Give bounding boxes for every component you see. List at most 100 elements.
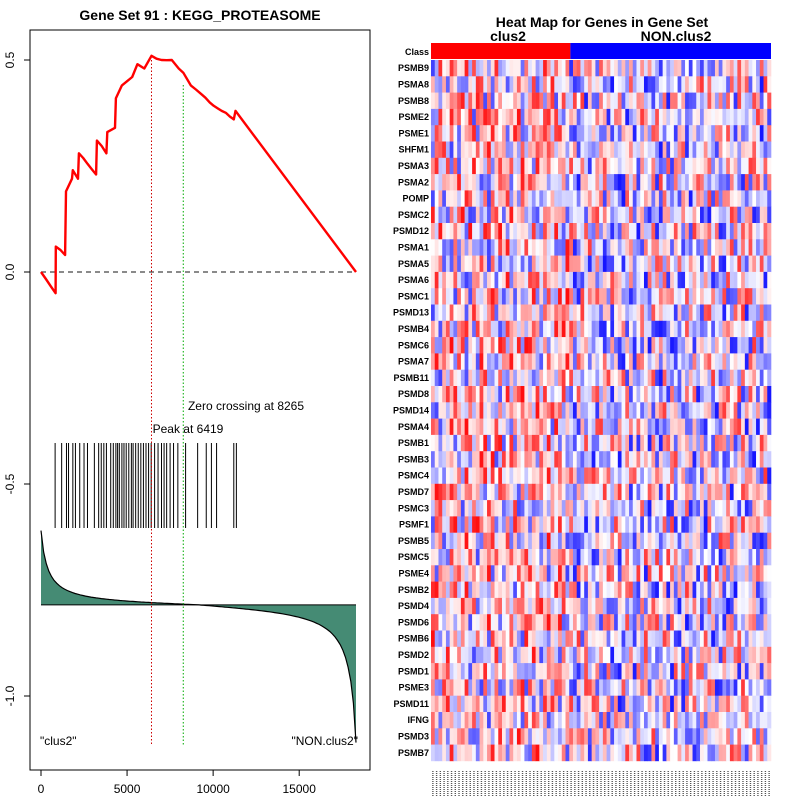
- heatmap-cell: [445, 728, 450, 745]
- heatmap-cell: [647, 271, 652, 289]
- heatmap-cell: [621, 60, 626, 77]
- heatmap-cell: [744, 695, 749, 713]
- heatmap-cell: [505, 565, 510, 582]
- heatmap-cell: [640, 532, 645, 550]
- heatmap-cell: [662, 369, 667, 387]
- heatmap-cell: [621, 76, 626, 93]
- heatmap-cell: [685, 402, 690, 419]
- heatmap-cell: [558, 663, 563, 680]
- heatmap-cell: [718, 500, 723, 517]
- heatmap-cell: [531, 744, 536, 762]
- heatmap-cell: [479, 92, 484, 110]
- heatmap-cell: [733, 646, 738, 664]
- heatmap-cell: [528, 581, 533, 599]
- heatmap-cell: [543, 141, 548, 159]
- heatmap-cell: [457, 353, 462, 370]
- heatmap-cell: [756, 679, 761, 696]
- heatmap-cell: [647, 418, 652, 436]
- heatmap-cell: [460, 500, 465, 517]
- heatmap-cell: [759, 353, 764, 370]
- heatmap-cell: [640, 663, 645, 680]
- heatmap-cell: [632, 239, 637, 256]
- heatmap-cell: [718, 369, 723, 387]
- heatmap-cell: [513, 695, 518, 713]
- heatmap-cell: [685, 516, 690, 533]
- heatmap-cell: [524, 663, 529, 680]
- heatmap-cell: [692, 108, 697, 126]
- gene-label: PSMD11: [393, 699, 429, 709]
- heatmap-cell: [748, 92, 753, 110]
- heatmap-cell: [677, 630, 682, 648]
- heatmap-cell: [550, 271, 555, 289]
- heatmap-cell: [445, 581, 450, 599]
- heatmap-cell: [756, 695, 761, 713]
- heatmap-cell: [640, 386, 645, 403]
- heatmap-cell: [501, 581, 507, 599]
- heatmap-cell: [509, 418, 514, 436]
- heatmap-cell: [658, 369, 663, 387]
- heatmap-cell: [464, 223, 469, 240]
- heatmap-cell: [599, 581, 604, 599]
- heatmap-cell: [569, 190, 574, 207]
- heatmap-cell: [643, 549, 649, 566]
- heatmap-cell: [558, 288, 563, 305]
- heatmap-cell: [752, 174, 757, 191]
- heatmap-cell: [673, 532, 678, 550]
- heatmap-cell: [647, 223, 652, 240]
- heatmap-cell: [472, 108, 477, 126]
- heatmap-cell: [587, 695, 592, 713]
- heatmap-cell: [606, 239, 611, 256]
- y-tick-label: 0.0: [3, 263, 17, 280]
- heatmap-cell: [658, 532, 663, 550]
- heatmap-cell: [580, 239, 585, 256]
- heatmap-cell: [621, 320, 626, 338]
- heatmap-cell: [658, 744, 663, 762]
- heatmap-cell: [483, 157, 488, 175]
- heatmap-cell: [505, 418, 510, 436]
- heatmap-cell: [643, 239, 649, 256]
- heatmap-cell: [498, 451, 503, 468]
- heatmap-cell: [711, 190, 716, 207]
- heatmap-cell: [617, 60, 622, 77]
- heatmap-cell: [748, 744, 753, 762]
- heatmap-cell: [741, 108, 746, 126]
- heatmap-cell: [554, 744, 559, 762]
- heatmap-cell: [587, 141, 592, 159]
- heatmap-cell: [505, 255, 510, 273]
- heatmap-cell: [472, 60, 477, 77]
- heatmap-cell: [733, 630, 738, 648]
- heatmap-cell: [445, 386, 450, 403]
- heatmap-cell: [677, 141, 682, 159]
- gene-label: PSMA1: [398, 243, 429, 253]
- heatmap-cell: [677, 223, 682, 240]
- heatmap-cell: [505, 223, 510, 240]
- heatmap-cell: [748, 467, 753, 485]
- heatmap-cell: [662, 646, 667, 664]
- heatmap-cell: [472, 532, 477, 550]
- heatmap-cell: [546, 434, 551, 452]
- heatmap-cell: [741, 386, 746, 403]
- heatmap-cell: [733, 695, 738, 713]
- heatmap-cell: [666, 125, 671, 142]
- heatmap-cell: [434, 320, 439, 338]
- heatmap-cell: [625, 614, 630, 631]
- heatmap-cell: [714, 516, 719, 533]
- heatmap-cell: [487, 288, 492, 305]
- heatmap-cell: [438, 206, 443, 224]
- heatmap-cell: [442, 304, 447, 322]
- heatmap-cell: [707, 434, 712, 452]
- heatmap-cell: [621, 108, 626, 126]
- heatmap-cell: [763, 532, 768, 550]
- heatmap-cell: [468, 60, 473, 77]
- heatmap-cell: [434, 288, 439, 305]
- heatmap-cell: [658, 500, 663, 517]
- heatmap-cell: [737, 663, 742, 680]
- heatmap-cell: [696, 141, 701, 159]
- heatmap-cell: [759, 320, 764, 338]
- heatmap-cell: [688, 679, 693, 696]
- heatmap-cell: [595, 255, 600, 273]
- heatmap-cell: [610, 467, 615, 485]
- heatmap-cell: [700, 597, 705, 615]
- heatmap-cell: [651, 386, 656, 403]
- heatmap-cell: [576, 239, 581, 256]
